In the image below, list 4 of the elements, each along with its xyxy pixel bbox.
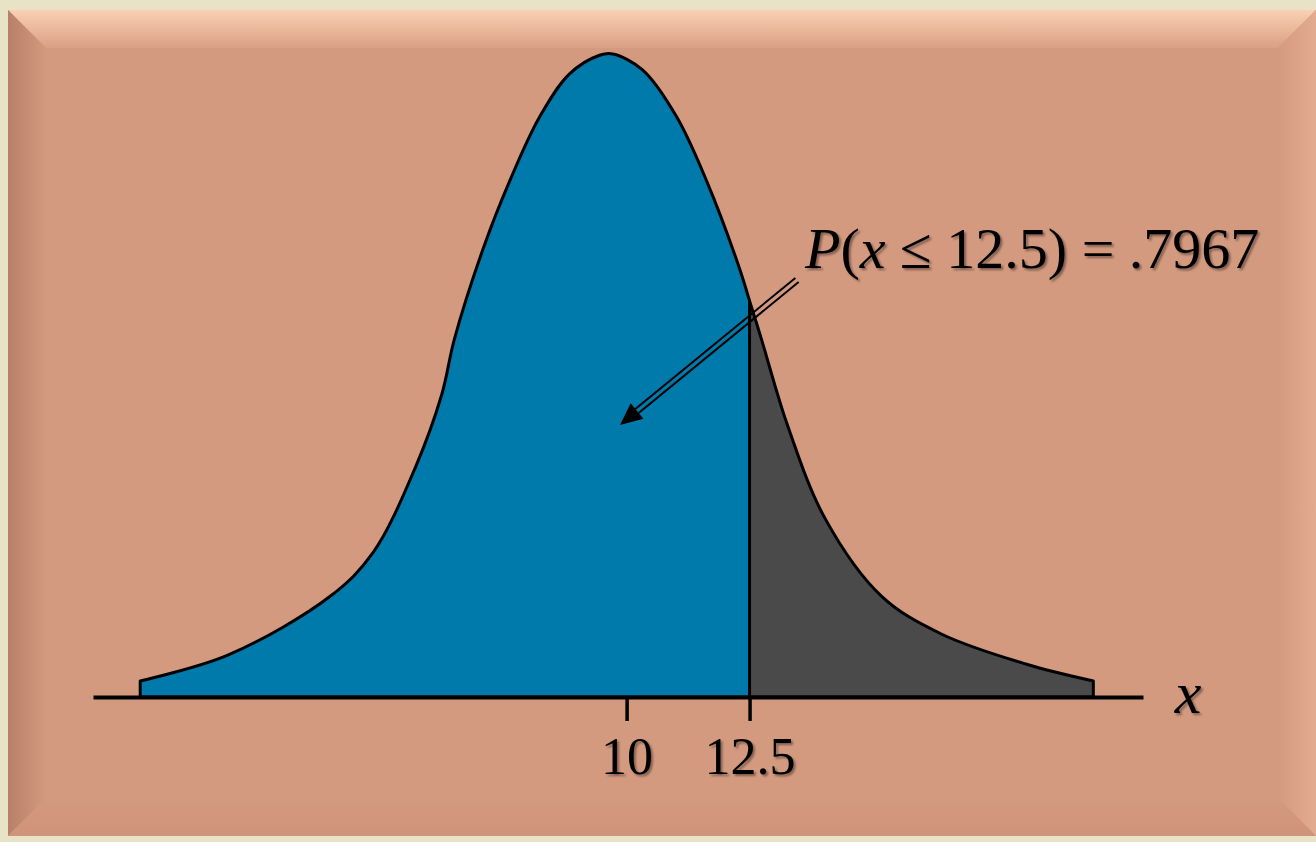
annotation: P(x ≤ 12.5) = .7967	[804, 216, 1260, 281]
x-axis-title: x	[1173, 660, 1202, 726]
x-tick-label: 10	[601, 727, 654, 785]
x-tick-label: 12.5	[704, 727, 796, 785]
